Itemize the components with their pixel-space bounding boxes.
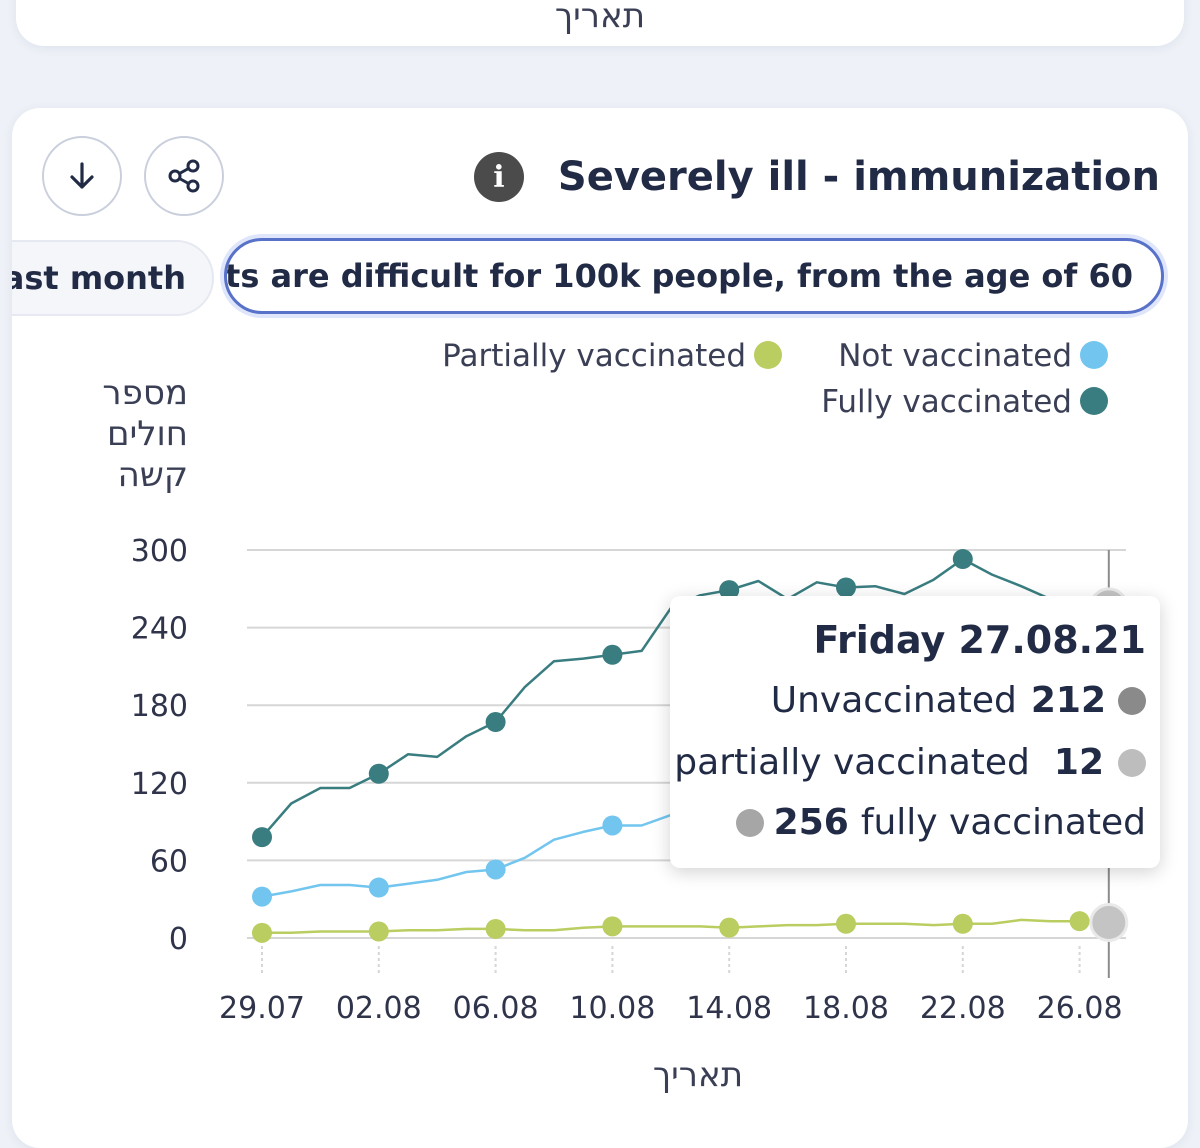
- legend-not-dot: [1080, 341, 1108, 369]
- y-tick-label: 240: [131, 612, 188, 647]
- tooltip-fully-dot: [735, 808, 764, 837]
- x-tick-label: 18.08: [803, 991, 889, 1026]
- y-axis-ticks: 0 60 120 180 240 300: [131, 534, 188, 957]
- share-icon: [168, 159, 200, 193]
- tooltip-fully-label: fully vaccinated: [860, 802, 1146, 843]
- partially-vaccinated-point: [836, 913, 856, 934]
- chart-title: Severely ill - immunization: [557, 154, 1160, 200]
- partially-vaccinated-point: [485, 918, 506, 939]
- not-vaccinated-point: [252, 886, 272, 907]
- chart-legend: Partially vaccinated Not vaccinated Full…: [442, 338, 1108, 420]
- legend-partially-dot: [754, 341, 782, 369]
- previous-chart-x-axis-label: תאריך: [554, 0, 646, 36]
- x-tick-label: 14.08: [686, 991, 772, 1026]
- x-tick-label: 06.08: [453, 991, 539, 1026]
- fully-vaccinated-point: [252, 827, 272, 848]
- y-axis-title-line-2: חולים: [107, 414, 188, 454]
- fully-vaccinated-point: [602, 644, 623, 665]
- fully-vaccinated-point: [719, 580, 740, 601]
- legend-partially-label[interactable]: Partially vaccinated: [442, 338, 746, 374]
- y-tick-label: 120: [131, 767, 188, 802]
- tab-last-month[interactable]: ast month: [12, 240, 214, 316]
- filter-tabs: ast month ents are difficult for 100k pe…: [12, 236, 1188, 318]
- fully-vaccinated-point: [368, 763, 389, 784]
- partially-vaccinated-point: [368, 921, 389, 942]
- partially-vaccinated-point: [602, 916, 623, 937]
- y-tick-label: 300: [131, 534, 188, 569]
- tooltip-row-partially: partially vaccinated 12: [674, 742, 1146, 783]
- tooltip-partially-dot: [1118, 748, 1146, 777]
- not-vaccinated-point: [368, 877, 389, 898]
- y-axis-title-line-1: מספר: [102, 373, 188, 413]
- download-icon: [70, 162, 94, 189]
- info-icon[interactable]: i: [473, 152, 524, 202]
- tooltip-date: Friday 27.08.21: [813, 618, 1146, 662]
- legend-not-label[interactable]: Not vaccinated: [838, 338, 1072, 374]
- severely-ill-chart-card: i Severely ill - immunization ast month …: [12, 108, 1188, 1148]
- tab-per-100k[interactable]: ents are difficult for 100k people, from…: [224, 238, 1164, 314]
- cursor-partially-marker: [1089, 902, 1129, 942]
- y-axis-title: מספר חולים קשה: [102, 373, 188, 495]
- partially-vaccinated-point: [952, 913, 973, 934]
- previous-chart-card: תאריך: [16, 0, 1184, 46]
- chart-header: i Severely ill - immunization: [473, 152, 1160, 202]
- legend-fully-label[interactable]: Fully vaccinated: [821, 384, 1072, 420]
- partially-vaccinated-point: [1069, 911, 1090, 932]
- x-tick-label: 29.07: [219, 991, 305, 1026]
- legend-fully-dot: [1080, 387, 1108, 415]
- y-tick-label: 0: [169, 922, 188, 957]
- not-vaccinated-point: [485, 859, 506, 880]
- partially-vaccinated-point: [719, 917, 740, 938]
- tooltip-row-unvaccinated: Unvaccinated 212: [771, 680, 1146, 721]
- share-button[interactable]: [144, 136, 224, 216]
- partially-vaccinated-point: [252, 922, 272, 943]
- tooltip-row-fully: 256 fully vaccinated: [735, 802, 1146, 843]
- download-button[interactable]: [42, 136, 122, 216]
- x-tick-label: 10.08: [569, 991, 655, 1026]
- y-tick-label: 180: [131, 689, 188, 724]
- fully-vaccinated-point: [952, 549, 973, 570]
- tooltip-unvaccinated-dot: [1118, 686, 1146, 715]
- tooltip-unvaccinated-label: Unvaccinated: [770, 680, 1017, 721]
- tab-per-100k-label: ents are difficult for 100k people, from…: [224, 257, 1133, 295]
- tooltip-fully-value: 256: [773, 802, 849, 843]
- fully-vaccinated-point: [485, 712, 506, 733]
- tooltip-partially-label: partially vaccinated: [674, 742, 1030, 783]
- partially-vaccinated-line: [262, 918, 1109, 935]
- not-vaccinated-point: [602, 815, 623, 836]
- x-axis-ticks: 29.07 02.08 06.08 10.08 14.08 18.08 22.08 26.08: [219, 946, 1123, 1026]
- tooltip-unvaccinated-value: 212: [1030, 680, 1106, 721]
- x-tick-label: 22.08: [920, 991, 1006, 1026]
- tooltip-partially-value: 12: [1053, 742, 1104, 783]
- y-axis-title-line-3: קשה: [118, 455, 188, 495]
- x-tick-label: 02.08: [336, 991, 422, 1026]
- fully-vaccinated-point: [836, 577, 856, 598]
- y-tick-label: 60: [150, 844, 188, 879]
- chart-tooltip: Friday 27.08.21 Unvaccinated 212 partial…: [670, 596, 1160, 868]
- x-tick-label: 26.08: [1037, 991, 1123, 1026]
- tab-last-month-label: ast month: [12, 259, 186, 297]
- x-axis-title: תאריך: [653, 1055, 743, 1095]
